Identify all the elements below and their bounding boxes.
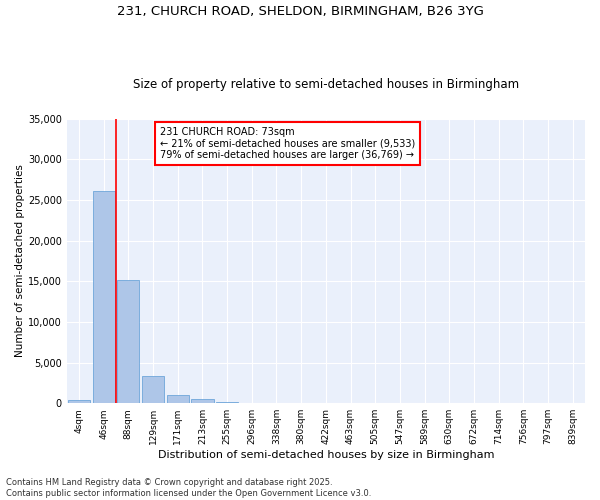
Bar [142, 376, 164, 403]
Bar [191, 400, 214, 403]
X-axis label: Distribution of semi-detached houses by size in Birmingham: Distribution of semi-detached houses by … [158, 450, 494, 460]
Text: 231 CHURCH ROAD: 73sqm
← 21% of semi-detached houses are smaller (9,533)
79% of : 231 CHURCH ROAD: 73sqm ← 21% of semi-det… [160, 127, 415, 160]
Y-axis label: Number of semi-detached properties: Number of semi-detached properties [15, 164, 25, 358]
Text: Contains HM Land Registry data © Crown copyright and database right 2025.
Contai: Contains HM Land Registry data © Crown c… [6, 478, 371, 498]
Bar [216, 402, 238, 403]
Bar [68, 400, 90, 403]
Bar [117, 280, 139, 403]
Text: 231, CHURCH ROAD, SHELDON, BIRMINGHAM, B26 3YG: 231, CHURCH ROAD, SHELDON, BIRMINGHAM, B… [116, 5, 484, 18]
Title: Size of property relative to semi-detached houses in Birmingham: Size of property relative to semi-detach… [133, 78, 519, 91]
Bar [167, 394, 189, 403]
Bar [92, 191, 115, 403]
